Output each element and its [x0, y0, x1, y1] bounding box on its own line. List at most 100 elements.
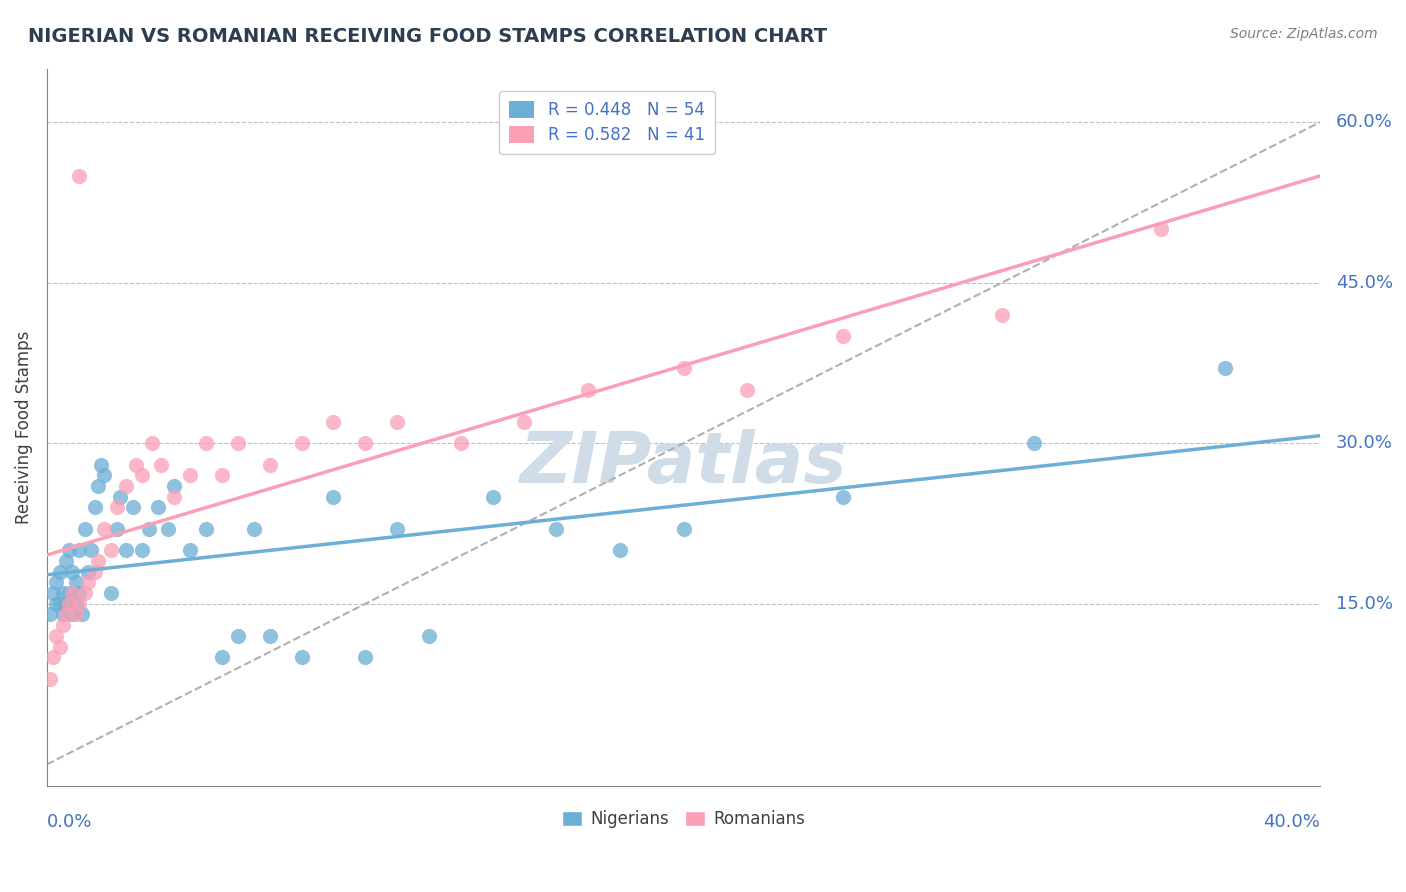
Point	[52, 607, 75, 622]
Point	[243, 522, 266, 536]
Point	[60, 565, 83, 579]
Point	[1022, 436, 1045, 450]
Y-axis label: Receiving Food Stamps: Receiving Food Stamps	[15, 330, 32, 524]
Text: NIGERIAN VS ROMANIAN RECEIVING FOOD STAMPS CORRELATION CHART: NIGERIAN VS ROMANIAN RECEIVING FOOD STAM…	[28, 27, 827, 45]
Point	[52, 586, 75, 600]
Point	[179, 468, 201, 483]
Point	[211, 468, 233, 483]
Point	[65, 607, 87, 622]
Point	[226, 436, 249, 450]
Point	[195, 436, 218, 450]
Text: Source: ZipAtlas.com: Source: ZipAtlas.com	[1230, 27, 1378, 41]
Point	[105, 522, 128, 536]
Point	[546, 522, 568, 536]
Point	[48, 640, 70, 654]
Point	[58, 586, 80, 600]
Point	[148, 500, 170, 515]
Text: ZIPatlas: ZIPatlas	[520, 428, 848, 498]
Point	[39, 607, 62, 622]
Point	[45, 597, 67, 611]
Point	[55, 607, 77, 622]
Point	[121, 500, 143, 515]
Point	[226, 629, 249, 643]
Point	[108, 490, 131, 504]
Point	[195, 522, 218, 536]
Point	[70, 607, 93, 622]
Point	[131, 468, 153, 483]
Point	[83, 565, 105, 579]
Text: 15.0%: 15.0%	[1336, 595, 1393, 613]
Point	[58, 543, 80, 558]
Point	[42, 586, 65, 600]
Legend: Nigerians, Romanians: Nigerians, Romanians	[555, 804, 813, 835]
Point	[90, 458, 112, 472]
Point	[55, 554, 77, 568]
Point	[576, 383, 599, 397]
Text: 0.0%: 0.0%	[46, 813, 93, 830]
Point	[77, 575, 100, 590]
Point	[100, 586, 122, 600]
Point	[609, 543, 631, 558]
Point	[163, 490, 186, 504]
Point	[672, 522, 695, 536]
Point	[290, 436, 312, 450]
Point	[75, 522, 97, 536]
Point	[115, 479, 138, 493]
Point	[42, 650, 65, 665]
Point	[60, 586, 83, 600]
Point	[48, 565, 70, 579]
Point	[141, 436, 163, 450]
Point	[67, 169, 90, 183]
Point	[735, 383, 758, 397]
Point	[211, 650, 233, 665]
Point	[65, 597, 87, 611]
Point	[45, 629, 67, 643]
Text: 60.0%: 60.0%	[1336, 113, 1393, 131]
Text: 30.0%: 30.0%	[1336, 434, 1393, 452]
Point	[259, 458, 281, 472]
Point	[385, 522, 408, 536]
Point	[354, 436, 377, 450]
Text: 40.0%: 40.0%	[1264, 813, 1320, 830]
Point	[259, 629, 281, 643]
Point	[115, 543, 138, 558]
Point	[322, 415, 344, 429]
Point	[67, 543, 90, 558]
Point	[290, 650, 312, 665]
Point	[513, 415, 536, 429]
Point	[179, 543, 201, 558]
Point	[354, 650, 377, 665]
Point	[322, 490, 344, 504]
Point	[385, 415, 408, 429]
Text: 45.0%: 45.0%	[1336, 274, 1393, 292]
Point	[991, 308, 1014, 322]
Point	[150, 458, 173, 472]
Point	[672, 361, 695, 376]
Point	[52, 618, 75, 632]
Point	[131, 543, 153, 558]
Point	[48, 597, 70, 611]
Point	[77, 565, 100, 579]
Point	[67, 597, 90, 611]
Point	[87, 479, 110, 493]
Point	[125, 458, 148, 472]
Point	[831, 329, 853, 343]
Point	[450, 436, 472, 450]
Point	[138, 522, 160, 536]
Point	[87, 554, 110, 568]
Point	[65, 575, 87, 590]
Point	[60, 607, 83, 622]
Point	[58, 597, 80, 611]
Point	[55, 597, 77, 611]
Point	[156, 522, 179, 536]
Point	[163, 479, 186, 493]
Point	[75, 586, 97, 600]
Point	[831, 490, 853, 504]
Point	[93, 468, 115, 483]
Point	[80, 543, 103, 558]
Point	[481, 490, 503, 504]
Point	[93, 522, 115, 536]
Point	[39, 672, 62, 686]
Point	[67, 586, 90, 600]
Point	[83, 500, 105, 515]
